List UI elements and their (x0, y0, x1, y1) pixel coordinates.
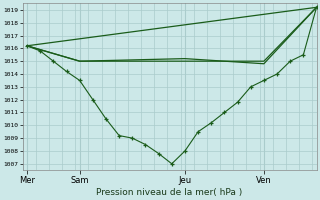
X-axis label: Pression niveau de la mer( hPa ): Pression niveau de la mer( hPa ) (96, 188, 243, 197)
